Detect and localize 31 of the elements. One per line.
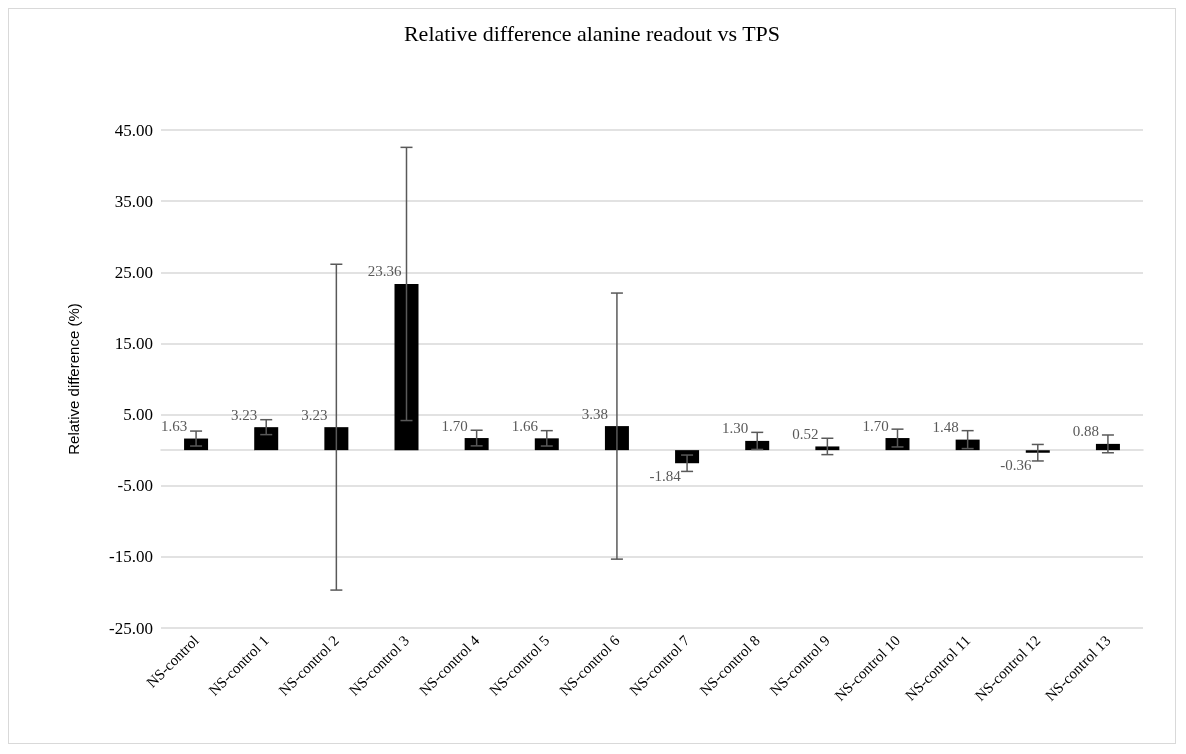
data-label: 1.48 xyxy=(932,419,959,436)
data-label: 3.38 xyxy=(581,405,609,422)
y-tick-label: -5.00 xyxy=(117,476,153,496)
bar xyxy=(815,446,840,451)
data-label: 0.52 xyxy=(792,425,819,442)
bar xyxy=(254,427,279,451)
y-tick-label: -25.00 xyxy=(109,618,153,638)
y-tick-label: 5.00 xyxy=(123,405,153,425)
data-label: 3.23 xyxy=(301,406,328,423)
bar xyxy=(955,439,980,451)
data-label: -0.36 xyxy=(1000,457,1032,474)
data-label: 0.88 xyxy=(1072,423,1100,440)
data-label: 23.36 xyxy=(367,263,402,280)
bar xyxy=(604,426,629,451)
y-tick-label: 35.00 xyxy=(114,191,153,211)
y-tick-label: -15.00 xyxy=(109,547,153,567)
data-label: 1.70 xyxy=(441,417,468,434)
y-tick-label: 25.00 xyxy=(114,262,153,282)
y-tick-label: 15.00 xyxy=(114,333,153,353)
data-label: -1.84 xyxy=(649,467,682,484)
data-label: 1.30 xyxy=(722,420,749,437)
bar xyxy=(1025,450,1050,453)
chart-title: Relative difference alanine readout vs TPS xyxy=(403,20,781,46)
data-label: 1.70 xyxy=(862,417,889,434)
bar xyxy=(394,283,419,451)
y-axis-title: Relative difference (%) xyxy=(65,303,82,455)
y-tick-label: 45.00 xyxy=(114,120,153,140)
data-label: 1.63 xyxy=(160,418,188,435)
bar xyxy=(324,427,349,451)
data-label: 1.66 xyxy=(511,417,539,434)
data-label: 3.23 xyxy=(231,406,258,423)
